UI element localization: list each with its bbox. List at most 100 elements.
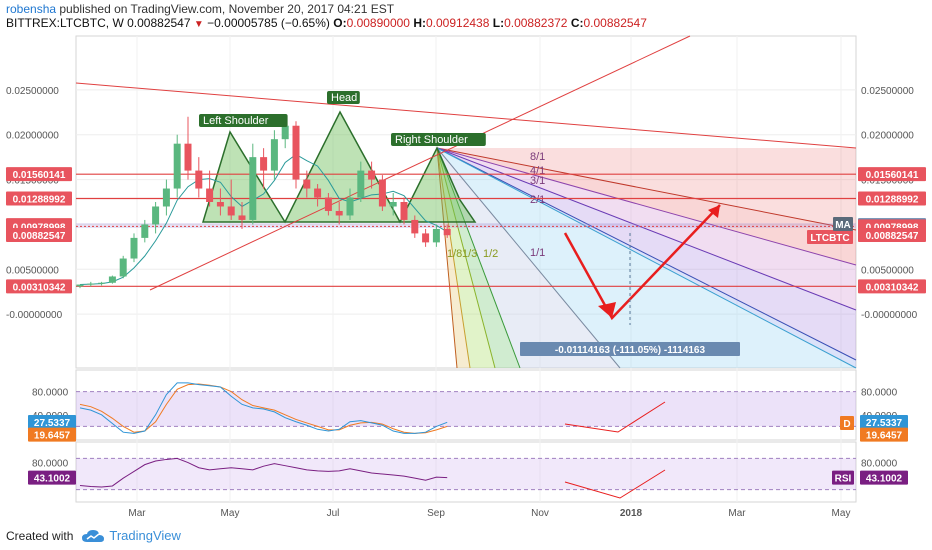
right-price-badge-text: 0.01288992	[866, 195, 919, 206]
stoch-k-badge-right-text: 27.5337	[866, 418, 903, 429]
candle-body	[130, 237, 138, 259]
candle-body	[443, 228, 451, 236]
candle-body	[314, 188, 322, 198]
stoch-k-badge-left-text: 27.5337	[34, 418, 71, 429]
stoch-tick-right: 80.0000	[861, 388, 898, 399]
y-tick-right: -0.00000000	[861, 310, 918, 321]
right-price-badge-bg	[858, 279, 926, 294]
symbol-tag-bg	[807, 230, 853, 244]
y-tick-right: 0.02000000	[861, 131, 914, 142]
created-with-text: Created with	[6, 528, 74, 543]
symbol-label: BITTREX:LTCBTC, W	[6, 16, 124, 30]
candle-body	[368, 170, 376, 180]
candle-body	[411, 219, 419, 234]
stoch-d-badge-right-text: 19.6457	[866, 431, 903, 442]
x-tick-label: Sep	[427, 508, 445, 519]
pattern-annotation-bg	[199, 114, 288, 127]
x-tick-label: May	[221, 508, 240, 519]
candle-body	[216, 202, 224, 207]
right-price-badge: 0.00310342	[858, 279, 926, 294]
rsi-prediction-arrow	[564, 469, 666, 499]
gann-fan-line	[436, 147, 857, 361]
rsi-badge-left-text: 43.1002	[34, 474, 71, 485]
right-price-badge-bg	[858, 191, 926, 206]
rsi-badge-right: 43.1002	[860, 470, 908, 485]
x-tick-label: Nov	[531, 508, 549, 519]
gann-fan-line	[436, 147, 621, 369]
pattern-annotation-text: Left Shoulder	[203, 115, 269, 127]
candle-body	[281, 125, 289, 140]
rsi-tag-bg	[832, 470, 854, 485]
candle-body	[152, 206, 160, 225]
left-price-badge-text: 0.01288992	[13, 195, 66, 206]
tradingview-brand: TradingView	[109, 528, 181, 543]
rsi-badge-left-bg	[28, 470, 76, 485]
gann-fan-line	[436, 147, 857, 369]
tradingview-logo[interactable]: TradingView	[81, 528, 181, 543]
candle-body	[389, 202, 397, 207]
pattern-annotation: Left Shoulder	[199, 114, 288, 127]
candle-body	[335, 210, 343, 216]
rsi-badge-left: 43.1002	[28, 470, 76, 485]
x-tick-label: May	[832, 508, 851, 519]
rsi-badge-right-bg	[860, 470, 908, 485]
candle-body	[400, 202, 408, 220]
low-value: 0.00882372	[504, 16, 568, 30]
gann-fan-line	[436, 147, 458, 369]
y-tick-right: 0.00500000	[861, 265, 914, 276]
ma-tag-bg	[833, 217, 853, 231]
right-price-badge-text: 0.01560141	[866, 170, 919, 181]
gann-fan-label: 1/3	[462, 248, 477, 260]
gann-fan-line	[436, 147, 496, 369]
tradingview-cloud-icon	[82, 529, 105, 542]
rsi-tick-left: 80.0000	[32, 458, 69, 469]
y-tick-left: 0.00500000	[6, 265, 59, 276]
header-line-2: BITTREX:LTCBTC, W 0.00882547 ▼ −0.000057…	[6, 16, 647, 30]
price-change: −0.00005785 (−0.65%)	[207, 16, 330, 30]
low-label: L:	[492, 16, 505, 30]
stoch-d-badge-right: 19.6457	[860, 427, 908, 442]
y-tick-left: 0.02000000	[6, 131, 59, 142]
x-tick-label: 2018	[620, 508, 643, 519]
gann-fan-line	[436, 147, 857, 231]
pattern-annotation-bg	[327, 91, 360, 104]
y-tick-left: -0.00000000	[6, 310, 63, 321]
candle-body	[119, 258, 127, 277]
gann-fan-label: 8/1	[530, 151, 545, 163]
gann-fan-line	[436, 147, 857, 311]
left-price-badge: 0.00310342	[6, 279, 72, 294]
gann-fan-label: 1/8	[447, 248, 462, 260]
left-price-badge-text: 0.00882547	[13, 231, 66, 242]
candle-body	[303, 179, 311, 189]
right-price-badge: 0.01288992	[858, 191, 926, 206]
candle-body	[206, 188, 214, 202]
stoch-d-badge-left-bg	[28, 427, 76, 442]
measure-label-bg	[520, 342, 740, 356]
candle-body	[432, 228, 440, 243]
stoch-prediction-arrow	[564, 401, 666, 433]
support-band	[76, 223, 856, 229]
arrowhead-icon	[708, 205, 720, 218]
gann-fan-label: 1/2	[483, 248, 498, 260]
pattern-annotation: Head	[327, 91, 360, 104]
y-tick-left: 0.02500000	[6, 86, 59, 97]
ma-tag: MA	[833, 217, 853, 231]
candle-body	[324, 197, 332, 211]
x-tick-label: Mar	[728, 508, 746, 519]
candle-body	[98, 282, 106, 284]
candle-body	[184, 143, 192, 171]
arrowhead-icon	[598, 302, 616, 318]
pattern-annotation-text: Head	[331, 92, 357, 104]
right-price-badge-bg	[858, 167, 926, 182]
moving-average-line	[79, 153, 448, 286]
left-price-badge-bg	[6, 191, 72, 206]
left-price-badge-text: 0.00310342	[13, 282, 66, 293]
descending-trendline	[75, 82, 857, 149]
stoch-d-badge-right-bg	[860, 427, 908, 442]
stoch-k-line	[79, 382, 448, 434]
rsi-badge-right-text: 43.1002	[866, 474, 903, 485]
author-link[interactable]: robensha	[6, 2, 57, 16]
right-price-badge-text: 0.00882547	[866, 231, 919, 242]
close-value: 0.00882547	[583, 16, 647, 30]
